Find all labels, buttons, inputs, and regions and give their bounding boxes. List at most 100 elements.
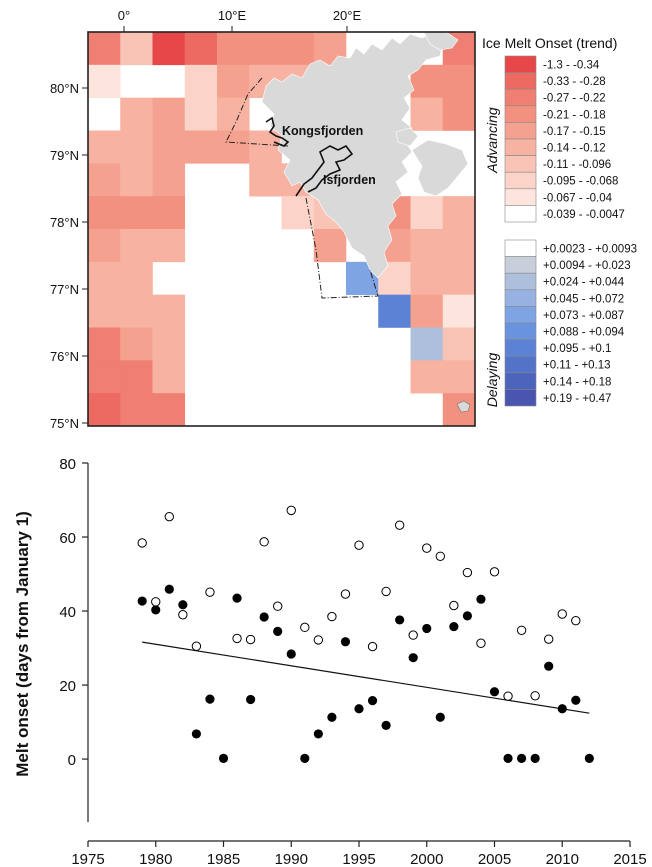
legend-swatch bbox=[504, 339, 537, 357]
legend-entry-label: -0.27 - -0.22 bbox=[543, 93, 606, 105]
open-point bbox=[462, 567, 473, 578]
open-point bbox=[544, 634, 554, 644]
filled-point bbox=[327, 712, 337, 722]
x-tick-label: 1990 bbox=[275, 851, 308, 867]
legend-entry-label: +0.095 - +0.1 bbox=[543, 343, 611, 355]
map-frame bbox=[87, 31, 476, 427]
map-cell bbox=[88, 393, 121, 426]
open-point bbox=[422, 543, 432, 553]
legend-title: Ice Melt Onset (trend) bbox=[482, 35, 617, 51]
isfjorden-label: Isfjorden bbox=[323, 173, 376, 187]
map-y-tick-label: 76°N bbox=[50, 349, 79, 364]
map-cell bbox=[120, 393, 153, 426]
filled-point bbox=[571, 695, 581, 705]
x-tick-label: 1985 bbox=[207, 851, 240, 867]
kongsfjorden-outline bbox=[265, 116, 290, 147]
filled-point bbox=[354, 704, 364, 714]
map-cell bbox=[410, 294, 444, 328]
map-cell bbox=[217, 32, 250, 66]
filled-point bbox=[178, 600, 188, 610]
map-cell bbox=[442, 261, 475, 295]
scatter-panel: 0 20 40 60 80 1975 1980 1985 1990 1995 2000 2005 20… bbox=[13, 456, 647, 867]
map-cell bbox=[184, 130, 218, 164]
open-point bbox=[381, 586, 391, 597]
map-cell bbox=[442, 360, 475, 394]
legend-swatch bbox=[504, 372, 537, 390]
map-cell bbox=[410, 196, 444, 230]
open-point bbox=[571, 615, 581, 626]
legend-entry-label: -0.11 - -0.096 bbox=[543, 159, 611, 171]
filled-point bbox=[313, 729, 323, 739]
map-cell bbox=[152, 294, 186, 328]
filled-point bbox=[164, 584, 174, 594]
map-y-tick-label: 79°N bbox=[50, 148, 79, 163]
legend-entry-label: -0.095 - -0.068 bbox=[543, 176, 618, 188]
study-region-north bbox=[225, 77, 289, 147]
filled-point bbox=[205, 694, 215, 704]
map-cell bbox=[152, 32, 186, 66]
legend-swatch bbox=[504, 138, 537, 156]
open-point bbox=[259, 537, 269, 547]
barentsoya-landmass bbox=[395, 127, 419, 147]
map-x-ticks bbox=[123, 26, 348, 32]
open-point bbox=[232, 633, 242, 644]
legend-entry-label: -0.33 - -0.28 bbox=[543, 76, 606, 88]
map-cell bbox=[120, 163, 153, 197]
map-cell bbox=[249, 163, 282, 197]
trend-line bbox=[142, 641, 590, 714]
legend-entry-label: -0.17 - -0.15 bbox=[543, 126, 606, 138]
legend-entry-label: +0.0023 - +0.0093 bbox=[543, 244, 637, 256]
filled-point bbox=[462, 611, 472, 621]
scatter-y-ticks: 0 20 40 60 80 bbox=[59, 456, 88, 769]
filled-point bbox=[273, 626, 283, 636]
open-point bbox=[435, 551, 445, 561]
x-tick-label: 1975 bbox=[71, 851, 104, 867]
x-tick-label: 1995 bbox=[342, 851, 375, 867]
filled-point bbox=[246, 694, 256, 705]
filled-point bbox=[503, 753, 513, 763]
map-cell bbox=[184, 64, 218, 98]
filled-point bbox=[489, 687, 500, 697]
legend-entry-label: -0.14 - -0.12 bbox=[543, 143, 606, 155]
legend-swatch bbox=[504, 72, 537, 90]
open-point bbox=[394, 520, 405, 530]
map-cell bbox=[152, 360, 186, 394]
filled-point bbox=[557, 704, 567, 714]
y-tick-label: 80 bbox=[59, 456, 76, 473]
legend-advancing-entries: -1.3 - -0.34 -0.33 - -0.28 -0.27 - -0.22 -0… bbox=[504, 55, 625, 223]
map-x-tick-label: 10°E bbox=[218, 8, 247, 23]
map-cell bbox=[152, 393, 186, 426]
legend-entry-label: -1.3 - -0.34 bbox=[543, 60, 600, 72]
legend-swatch bbox=[504, 322, 537, 340]
filled-point bbox=[449, 621, 459, 632]
study-region-south bbox=[305, 197, 379, 299]
map-grid-cells bbox=[88, 32, 475, 426]
map-cell bbox=[442, 393, 475, 426]
open-point bbox=[476, 638, 486, 648]
map-cell bbox=[378, 294, 411, 328]
legend-entry-label: +0.19 - +0.47 bbox=[543, 393, 611, 405]
legend-swatch bbox=[504, 122, 537, 140]
map-cell bbox=[184, 32, 218, 66]
open-point bbox=[137, 538, 147, 548]
filled-point bbox=[408, 653, 418, 663]
map-cell bbox=[249, 32, 282, 66]
legend-entry-label: +0.088 - +0.094 bbox=[543, 327, 625, 339]
legend-swatch bbox=[504, 355, 537, 374]
kongsfjorden-label: Kongsfjorden bbox=[282, 124, 363, 138]
filled-point bbox=[151, 605, 161, 615]
map-y-tick-label: 77°N bbox=[50, 282, 79, 297]
map-cell bbox=[120, 196, 153, 230]
legend-entry-label: -0.21 - -0.18 bbox=[543, 109, 606, 121]
map-y-tick-label: 78°N bbox=[50, 215, 79, 230]
open-point bbox=[313, 635, 324, 645]
x-tick-label: 2005 bbox=[478, 851, 511, 867]
scatter-y-axis: 0 20 40 60 80 bbox=[59, 456, 89, 822]
legend-entry-label: +0.045 - +0.072 bbox=[543, 293, 624, 305]
map-cell bbox=[217, 130, 250, 164]
filled-point bbox=[232, 593, 242, 603]
filled-point bbox=[584, 753, 594, 763]
map-cell bbox=[442, 97, 475, 131]
legend-swatch bbox=[504, 272, 537, 291]
scatter-points bbox=[137, 505, 594, 763]
